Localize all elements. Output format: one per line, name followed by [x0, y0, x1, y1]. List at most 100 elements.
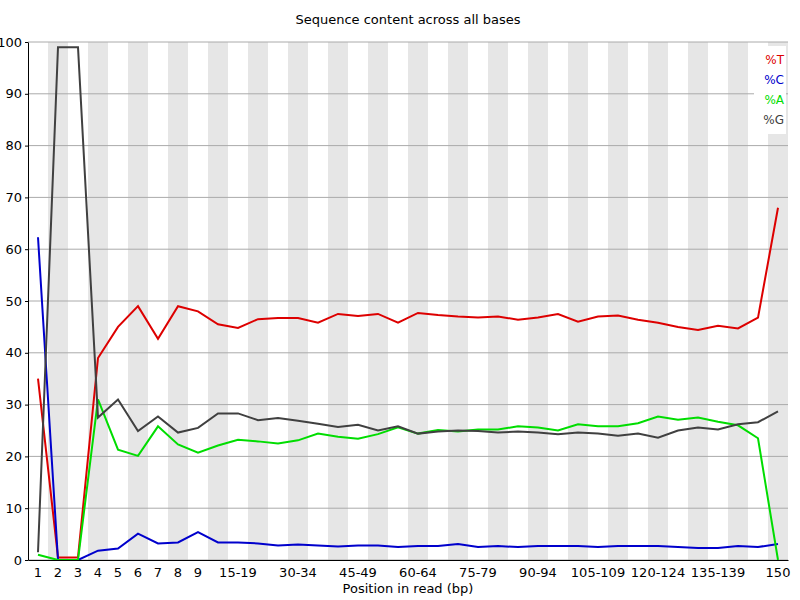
grid-line: [28, 301, 788, 302]
stripes: [28, 42, 788, 560]
grid-line: [28, 42, 788, 43]
tick: 1: [34, 560, 42, 580]
tick-label: 2: [54, 565, 62, 580]
tick-mark: [25, 456, 28, 457]
legend-box: [754, 46, 786, 134]
tick-label: 5: [114, 565, 122, 580]
chart: 0 10 20 30 40 50 60 70 80 90 100 123456789 15-19 30-3…: [0, 0, 800, 600]
grid-line: [28, 560, 788, 561]
tick-label: 6: [134, 565, 142, 580]
tick: 60-64: [399, 560, 437, 580]
tick: 50: [5, 294, 28, 309]
tick: 2: [54, 560, 62, 580]
tick-mark: [25, 405, 28, 406]
tick-label: 60-64: [399, 565, 437, 580]
tick-label: 7: [154, 565, 162, 580]
tick-label: 75-79: [459, 565, 497, 580]
tick: 135-139: [691, 560, 745, 580]
tick-mark: [25, 353, 28, 354]
series-line: [38, 208, 778, 558]
tick: 150: [766, 560, 791, 580]
tick-label: 60: [5, 242, 22, 257]
tick: 90-94: [519, 560, 557, 580]
tick: 30-34: [279, 560, 317, 580]
legend-entry: %C: [764, 73, 784, 87]
title: Sequence content across all bases: [295, 12, 520, 27]
tick: 15-19: [219, 560, 257, 580]
tick-label: 30-34: [279, 565, 317, 580]
tick-mark: [25, 197, 28, 198]
x-axis-title: Position in read (bp): [343, 581, 474, 596]
tick: 20: [5, 449, 28, 464]
tick: 4: [94, 560, 102, 580]
tick: 10: [5, 501, 28, 516]
grid-line: [28, 404, 788, 405]
grid-line: [28, 145, 788, 146]
tick-mark: [25, 146, 28, 147]
tick: 105-109: [571, 560, 625, 580]
grid-line: [28, 249, 788, 250]
grid-line: [28, 508, 788, 509]
tick: 5: [114, 560, 122, 580]
tick-label: 1: [34, 565, 42, 580]
tick: 3: [74, 560, 82, 580]
tick-label: 135-139: [691, 565, 745, 580]
y-axis: 0 10 20 30 40 50 60 70 80 90 100: [0, 35, 29, 568]
tick-label: 70: [5, 190, 22, 205]
series-line: [38, 47, 778, 552]
tick-label: 20: [5, 449, 22, 464]
tick: 75-79: [459, 560, 497, 580]
tick-label: 80: [5, 138, 22, 153]
tick: 45-49: [339, 560, 377, 580]
grid-line: [28, 197, 788, 198]
tick-mark: [25, 249, 28, 250]
grid-line: [28, 456, 788, 457]
lines: [38, 47, 778, 560]
tick-mark: [25, 560, 28, 561]
tick-label: 90-94: [519, 565, 557, 580]
tick: 7: [154, 560, 162, 580]
legend-entry: %G: [763, 113, 784, 127]
tick: 8: [174, 560, 182, 580]
tick-mark: [25, 94, 28, 95]
axis-line: [29, 560, 789, 561]
tick-label: 8: [174, 565, 182, 580]
tick: 90: [5, 86, 28, 101]
tick: 100: [0, 35, 28, 50]
tick-label: 4: [94, 565, 102, 580]
tick-label: 45-49: [339, 565, 377, 580]
tick-label: 50: [5, 294, 22, 309]
grid-line: [28, 93, 788, 94]
tick: 70: [5, 190, 28, 205]
tick: 30: [5, 397, 28, 412]
tick-mark: [25, 508, 28, 509]
tick: 9: [194, 560, 202, 580]
tick-label: 9: [194, 565, 202, 580]
tick-label: 105-109: [571, 565, 625, 580]
legend-entry: %A: [764, 93, 784, 107]
tick-label: 15-19: [219, 565, 257, 580]
tick: 40: [5, 345, 28, 360]
x-axis: 123456789 15-19 30-34 45-49 60-64 75-79 90-94 1…: [29, 560, 791, 580]
grid-line: [28, 352, 788, 353]
tick-label: 10: [5, 501, 22, 516]
tick-label: 150: [766, 565, 791, 580]
legend: %T%C%A%G: [754, 46, 786, 134]
tick-mark: [25, 301, 28, 302]
tick-mark: [25, 42, 28, 43]
tick-label: 30: [5, 397, 22, 412]
tick-label: 90: [5, 86, 22, 101]
tick-label: 3: [74, 565, 82, 580]
tick: 80: [5, 138, 28, 153]
tick: 60: [5, 242, 28, 257]
grid: [28, 42, 788, 560]
tick: 6: [134, 560, 142, 580]
tick-label: 120-124: [631, 565, 685, 580]
tick: 0: [14, 553, 28, 568]
series-line: [38, 237, 778, 560]
tick-label: 0: [14, 553, 22, 568]
axis-line: [28, 43, 29, 561]
tick: 120-124: [631, 560, 685, 580]
tick-label: 40: [5, 345, 22, 360]
tick-label: 100: [0, 35, 22, 50]
